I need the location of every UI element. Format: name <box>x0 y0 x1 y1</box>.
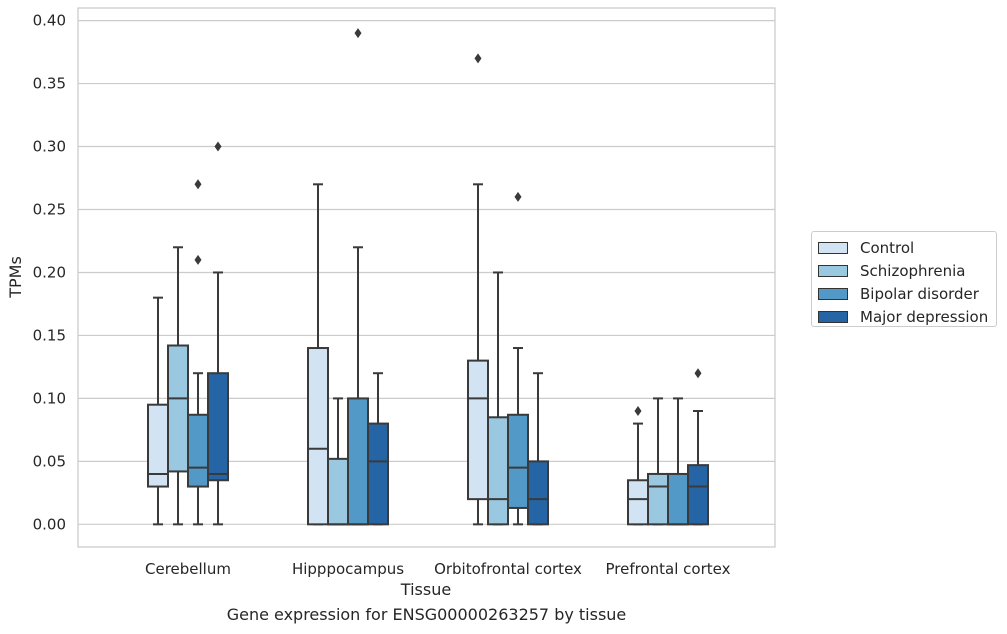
legend-swatch <box>818 287 848 300</box>
box-iqr <box>327 457 349 526</box>
box <box>667 397 689 526</box>
box-iqr <box>527 460 549 526</box>
x-tick-label: Cerebellum <box>145 560 231 578</box>
legend-label: Bipolar disorder <box>860 284 979 303</box>
y-tick-label: 0.30 <box>33 138 66 156</box>
outlier-point <box>694 368 702 379</box>
y-axis-ticks: 0.00 0.05 0.10 0.15 0.20 0.25 0.30 0.35 0.40 <box>33 12 66 534</box>
y-tick-label: 0.35 <box>33 75 66 93</box>
box-iqr <box>507 413 529 509</box>
y-tick-label: 0.25 <box>33 200 66 218</box>
box <box>187 179 209 526</box>
x-tick-label: Orbitofrontal cortex <box>434 560 582 578</box>
y-tick-label: 0.00 <box>33 515 66 533</box>
box <box>327 397 349 526</box>
box-iqr <box>367 422 389 526</box>
x-axis-ticks: Cerebellum Hipppocampus Orbitofrontal cort… <box>145 560 731 578</box>
box <box>207 141 229 526</box>
box <box>147 296 169 526</box>
y-tick-label: 0.20 <box>33 263 66 281</box>
legend-swatch <box>818 310 848 323</box>
box-iqr <box>667 472 689 526</box>
y-tick-label: 0.10 <box>33 389 66 407</box>
y-tick-label: 0.40 <box>33 12 66 30</box>
outlier-point <box>194 179 202 190</box>
box <box>307 183 329 526</box>
legend-swatch <box>818 241 848 254</box>
legend-item: Major depression <box>818 305 996 328</box>
box <box>347 28 369 526</box>
box <box>507 191 529 526</box>
box <box>167 246 189 526</box>
x-axis-label: Tissue <box>400 580 451 599</box>
outlier-point <box>194 254 202 265</box>
legend-label: Control <box>860 238 915 257</box>
box-iqr <box>207 372 229 482</box>
outlier-point <box>474 53 482 64</box>
legend-swatch <box>818 264 848 277</box>
x-tick-label: Prefrontal cortex <box>606 560 731 578</box>
y-tick-label: 0.05 <box>33 452 66 470</box>
y-tick-label: 0.15 <box>33 326 66 344</box>
box-iqr <box>487 416 509 526</box>
legend-item: Control <box>818 236 996 259</box>
box-iqr <box>467 359 489 501</box>
x-tick-label: Hipppocampus <box>292 560 404 578</box>
box-iqr <box>347 397 369 526</box>
box <box>527 372 549 526</box>
outlier-point <box>354 28 362 39</box>
box-iqr <box>627 479 649 526</box>
outlier-point <box>634 405 642 416</box>
box <box>687 368 709 526</box>
outlier-point <box>514 191 522 202</box>
box-iqr <box>687 464 709 526</box>
legend-item: Bipolar disorder <box>818 282 996 305</box>
y-axis-label: TPMs <box>6 256 25 299</box>
box-iqr <box>307 347 329 526</box>
legend-label: Major depression <box>860 307 989 326</box>
box-iqr <box>187 413 209 488</box>
box-iqr <box>647 472 669 526</box>
box-iqr <box>167 344 189 473</box>
boxes <box>147 28 709 526</box>
figure-caption: Gene expression for ENSG00000263257 by t… <box>226 605 627 624</box>
legend: Control Schizophrenia Bipolar disorder Majo… <box>811 231 997 327</box>
legend-item: Schizophrenia <box>818 259 996 282</box>
box <box>367 372 389 526</box>
outlier-point <box>214 141 222 152</box>
legend-label: Schizophrenia <box>860 261 966 280</box>
